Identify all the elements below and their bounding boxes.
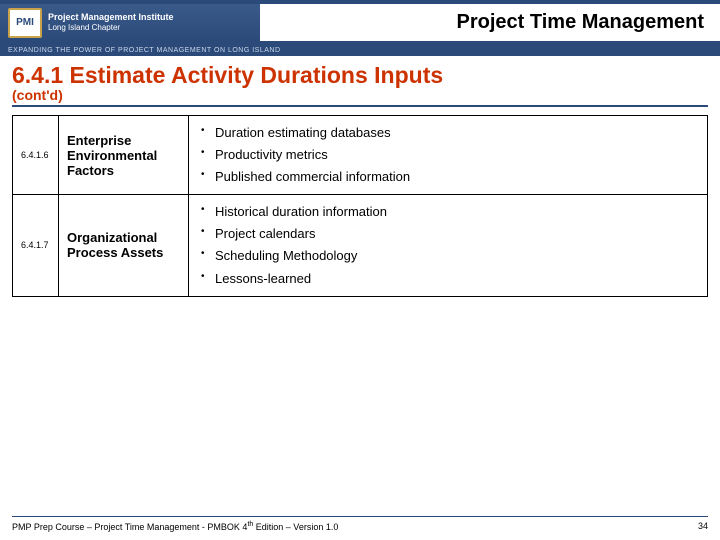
list-item: Project calendars xyxy=(201,223,699,245)
footer-text-post: Edition – Version 1.0 xyxy=(253,522,338,532)
logo-line1: Project Management Institute xyxy=(48,12,174,23)
pmi-logo-icon: PMI xyxy=(8,8,42,38)
slide-footer: PMP Prep Course – Project Time Managemen… xyxy=(12,516,708,532)
row-desc: Historical duration information Project … xyxy=(189,195,708,296)
list-item: Lessons-learned xyxy=(201,268,699,290)
page-title: Project Time Management xyxy=(260,4,720,41)
section-number-title: 6.4.1 Estimate Activity Durations Inputs xyxy=(12,62,708,89)
list-item: Published commercial information xyxy=(201,166,699,188)
section-contd: (cont'd) xyxy=(12,87,708,103)
title-underline xyxy=(12,105,708,107)
pmi-logo-text: Project Management Institute Long Island… xyxy=(48,12,174,32)
tagline-bar: EXPANDING THE POWER OF PROJECT MANAGEMEN… xyxy=(0,44,720,56)
list-item: Historical duration information xyxy=(201,201,699,223)
row-number: 6.4.1.7 xyxy=(13,195,59,296)
list-item: Productivity metrics xyxy=(201,144,699,166)
footer-left: PMP Prep Course – Project Time Managemen… xyxy=(12,521,338,532)
slide-header: PMI Project Management Institute Long Is… xyxy=(0,0,720,44)
footer-text-pre: PMP Prep Course – Project Time Managemen… xyxy=(12,522,247,532)
row-desc: Duration estimating databases Productivi… xyxy=(189,116,708,195)
logo-line2: Long Island Chapter xyxy=(48,23,174,33)
table-row: 6.4.1.7 Organizational Process Assets Hi… xyxy=(13,195,708,296)
page-number: 34 xyxy=(698,521,708,532)
pmi-logo-block: PMI Project Management Institute Long Is… xyxy=(0,4,260,41)
list-item: Scheduling Methodology xyxy=(201,245,699,267)
table-row: 6.4.1.6 Enterprise Environmental Factors… xyxy=(13,116,708,195)
inputs-table: 6.4.1.6 Enterprise Environmental Factors… xyxy=(12,115,708,297)
section-heading: 6.4.1 Estimate Activity Durations Inputs… xyxy=(0,56,720,103)
row-name: Enterprise Environmental Factors xyxy=(59,116,189,195)
row-name: Organizational Process Assets xyxy=(59,195,189,296)
row-number: 6.4.1.6 xyxy=(13,116,59,195)
list-item: Duration estimating databases xyxy=(201,122,699,144)
